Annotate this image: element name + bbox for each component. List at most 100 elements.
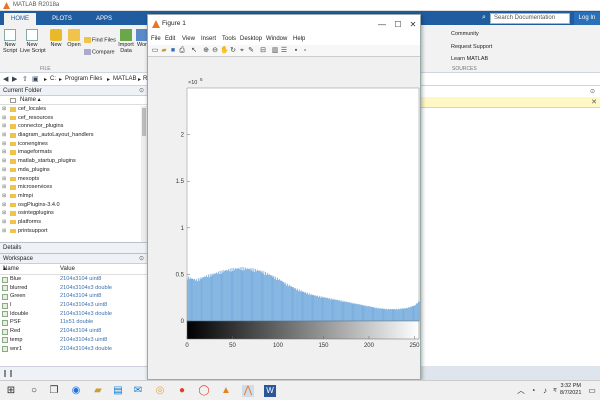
expand-icon[interactable]: ⊞ xyxy=(2,140,7,147)
new-script-button[interactable]: New Script xyxy=(2,29,18,54)
firefox-icon[interactable]: ● xyxy=(178,385,186,396)
login-button[interactable]: Log In xyxy=(574,12,600,25)
tab-home[interactable]: HOME xyxy=(4,13,36,25)
word-icon[interactable]: W xyxy=(264,385,276,397)
workspace-variable-row[interactable]: temp 2104x3104x3 uint8 xyxy=(0,336,147,345)
edit-plot-icon[interactable]: ↖ xyxy=(191,47,197,54)
name-column-header[interactable]: Name ▴ xyxy=(3,264,19,275)
breadcrumb-program-files[interactable]: Program Files xyxy=(65,76,103,82)
rotate-icon[interactable]: ↻ xyxy=(230,47,236,54)
back-arrow-icon[interactable]: ◀ xyxy=(3,76,9,83)
close-button[interactable]: ✕ xyxy=(409,20,417,29)
expand-icon[interactable]: ⊞ xyxy=(2,227,7,234)
folder-item[interactable]: ⊞ cef_locales xyxy=(0,105,147,114)
workspace-variable-row[interactable]: wnr1 2104x3104x3 double xyxy=(0,345,147,354)
open-button[interactable]: Open xyxy=(66,29,82,48)
file-explorer-icon[interactable]: ▰ xyxy=(94,385,102,396)
menu-file[interactable]: File xyxy=(151,36,161,42)
workspace-variable-row[interactable]: I 2104x3104x3 uint8 xyxy=(0,301,147,310)
expand-icon[interactable]: ⊞ xyxy=(2,184,7,191)
new-button[interactable]: New xyxy=(48,29,64,48)
request-support-link[interactable]: Request Support xyxy=(451,44,493,50)
mail-icon[interactable]: ✉ xyxy=(133,385,143,396)
notifications-icon[interactable]: ▭ xyxy=(588,386,596,395)
folder-item[interactable]: ⊞ osgPlugins-3.4.0 xyxy=(0,201,147,210)
chrome-icon[interactable]: ◎ xyxy=(155,385,165,396)
task-view-icon[interactable]: ❐ xyxy=(49,385,59,396)
expand-icon[interactable]: ⊞ xyxy=(2,123,7,130)
tab-apps[interactable]: APPS xyxy=(95,16,112,22)
colorbar-icon[interactable]: ▥ xyxy=(271,47,279,54)
expand-icon[interactable]: ⊞ xyxy=(2,175,7,182)
show-plot-tools-icon[interactable]: ▫ xyxy=(303,47,307,54)
expand-icon[interactable]: ⊞ xyxy=(2,149,7,156)
histogram-chart[interactable]: 0 0.5 1 1.5 2 0 50 100 150 200 250 ×105 xyxy=(148,58,420,379)
details-panel-header[interactable]: Details xyxy=(0,242,148,254)
folder-item[interactable]: ⊞ printsupport xyxy=(0,227,147,236)
expand-icon[interactable]: ⊞ xyxy=(2,106,7,112)
expand-icon[interactable]: ⊞ xyxy=(2,192,7,199)
learn-matlab-link[interactable]: Learn MATLAB xyxy=(451,56,489,62)
zoom-in-icon[interactable]: ⊕ xyxy=(203,47,209,54)
minimize-button[interactable]: — xyxy=(378,20,386,29)
expand-icon[interactable]: ⊞ xyxy=(2,166,7,173)
menu-window[interactable]: Window xyxy=(266,36,288,42)
close-icon[interactable]: ✕ xyxy=(591,99,597,106)
zoom-out-icon[interactable]: ⊖ xyxy=(212,47,218,54)
folder-item[interactable]: ⊞ osintegplugins xyxy=(0,209,147,218)
pan-icon[interactable]: ✋ xyxy=(220,47,229,54)
save-icon[interactable]: ■ xyxy=(170,47,176,54)
vlc-icon[interactable]: ▲ xyxy=(221,385,231,396)
folder-item[interactable]: ⊞ cef_resources xyxy=(0,114,147,123)
workspace-variable-row[interactable]: Idouble 2104x3104x3 double xyxy=(0,310,147,319)
import-data-button[interactable]: Import Data xyxy=(118,29,134,54)
command-window-area[interactable] xyxy=(420,86,600,366)
workspace-variable-row[interactable]: Blue 2104x3104 uint8 xyxy=(0,275,147,284)
search-icon[interactable]: ○ xyxy=(30,385,38,396)
workspace-variable-row[interactable]: blurred 2104x3104x3 double xyxy=(0,284,147,293)
search-documentation-input[interactable]: Search Documentation xyxy=(490,13,570,24)
expand-icon[interactable]: ⊞ xyxy=(2,158,7,165)
expand-icon[interactable]: ⊞ xyxy=(2,132,7,139)
folder-item[interactable]: ⊞ connector_plugins xyxy=(0,122,147,131)
data-cursor-icon[interactable]: ⌖ xyxy=(240,47,244,54)
maximize-button[interactable]: ☐ xyxy=(394,20,402,29)
panel-options-icon[interactable]: ⊙ xyxy=(138,256,144,262)
chevron-up-icon[interactable]: ︿ xyxy=(517,386,525,395)
folder-item[interactable]: ⊞ mda_plugins xyxy=(0,166,147,175)
folder-item[interactable]: ⊞ mexopts xyxy=(0,175,147,184)
windows-start-icon[interactable]: ⊞ xyxy=(6,385,16,396)
system-clock[interactable]: 3:32 PM 8/7/2021 xyxy=(560,383,581,397)
search-icon[interactable]: ⌕ xyxy=(482,14,486,21)
name-column-header[interactable]: Name ▴ xyxy=(0,96,147,105)
expand-icon[interactable]: ⊞ xyxy=(2,210,7,217)
breadcrumb-c[interactable]: C: xyxy=(50,76,56,82)
legend-icon[interactable]: ☰ xyxy=(280,47,288,54)
panel-options-icon[interactable]: ⊙ xyxy=(590,89,596,95)
brush-icon[interactable]: ✎ xyxy=(248,47,254,54)
folder-item[interactable]: ⊞ platforms xyxy=(0,218,147,227)
folder-item[interactable]: ⊞ microservices xyxy=(0,183,147,192)
figure-title-bar[interactable]: Figure 1 — ☐ ✕ xyxy=(148,15,420,34)
language-icon[interactable]: ग xyxy=(553,388,557,394)
expand-icon[interactable]: ⊞ xyxy=(2,201,7,208)
value-column-header[interactable]: Value xyxy=(60,266,75,272)
folder-item[interactable]: ⊞ iconengines xyxy=(0,140,147,149)
expand-icon[interactable]: ⊞ xyxy=(2,114,7,121)
folder-item[interactable]: ⊞ matlab_startup_plugins xyxy=(0,157,147,166)
workspace-button[interactable]: Wor xyxy=(136,29,148,48)
menu-help[interactable]: Help xyxy=(293,36,306,42)
tab-plots[interactable]: PLOTS xyxy=(52,16,72,22)
workspace-variable-row[interactable]: Red 2104x3104 uint8 xyxy=(0,327,147,336)
browse-folder-icon[interactable]: ▣ xyxy=(32,76,39,83)
open-file-icon[interactable]: ▰ xyxy=(161,47,167,54)
workspace-variable-row[interactable]: PSF 11x51 double xyxy=(0,318,147,327)
opera-icon[interactable]: ◯ xyxy=(198,385,210,396)
folder-scrollbar[interactable] xyxy=(141,106,147,242)
folder-item[interactable]: ⊞ diagram_autoLayout_handlers xyxy=(0,131,147,140)
panel-options-icon[interactable]: ⊙ xyxy=(138,88,144,94)
breadcrumb-r[interactable]: R xyxy=(143,76,148,82)
new-figure-icon[interactable]: ▭ xyxy=(151,47,159,54)
folder-item[interactable]: ⊞ mlmpi xyxy=(0,192,147,201)
community-link[interactable]: Community xyxy=(451,31,479,37)
